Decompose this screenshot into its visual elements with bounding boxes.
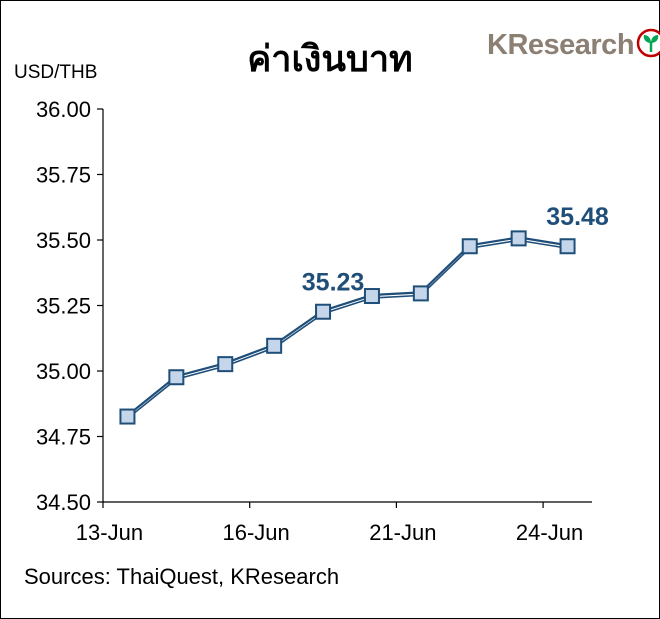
- x-tick-label: 13-Jun: [76, 520, 143, 545]
- y-tick-label: 35.25: [36, 294, 91, 319]
- y-axis-unit-label: USD/THB: [14, 62, 98, 83]
- brand-name: KResearch: [487, 28, 635, 61]
- series-line-shadow: [126, 239, 568, 420]
- y-tick-label: 36.00: [36, 97, 91, 122]
- data-point-marker: [363, 288, 380, 305]
- data-point-marker: [266, 337, 283, 354]
- data-point-marker: [461, 238, 478, 255]
- x-tick-label: 16-Jun: [223, 520, 290, 545]
- series-line: [126, 236, 568, 417]
- data-point-marker: [168, 369, 185, 386]
- data-label: 35.23: [302, 269, 365, 297]
- y-tick-label: 35.50: [36, 228, 91, 253]
- data-point-marker: [217, 356, 234, 373]
- x-tick-label: 24-Jun: [516, 520, 583, 545]
- y-tick-label: 35.75: [36, 163, 91, 188]
- y-tick-label: 35.00: [36, 359, 91, 384]
- source-note: Sources: ThaiQuest, KResearch: [24, 564, 340, 589]
- y-tick-label: 34.75: [36, 425, 91, 450]
- y-tick-label: 34.50: [36, 490, 91, 515]
- data-point-marker: [315, 303, 332, 320]
- x-tick-label: 21-Jun: [369, 520, 436, 545]
- data-point-marker: [119, 408, 136, 425]
- data-label: 35.48: [546, 203, 609, 231]
- kasikorn-sprout-logo-icon: [636, 28, 660, 63]
- data-point-marker: [510, 230, 527, 247]
- brand: KResearch: [487, 28, 660, 62]
- data-point-marker: [559, 238, 576, 255]
- chart-title: ค่าเงินบาท: [247, 39, 413, 80]
- data-point-marker: [412, 285, 429, 302]
